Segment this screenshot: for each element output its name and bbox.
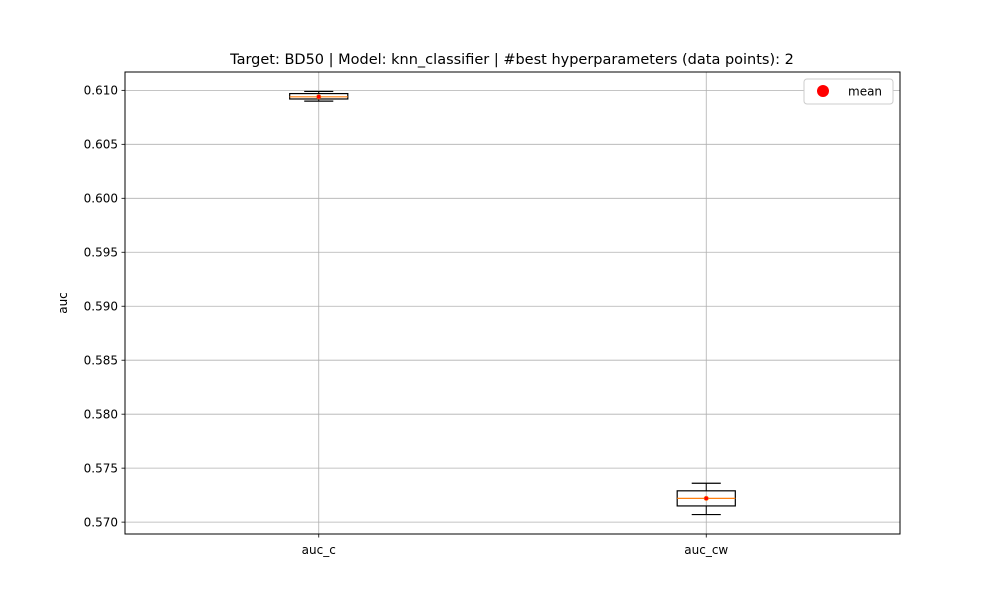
y-tick-label: 0.575: [84, 461, 118, 475]
chart-title: Target: BD50 | Model: knn_classifier | #…: [229, 52, 794, 68]
legend-mean-label: mean: [848, 85, 882, 99]
x-tick-label: auc_cw: [684, 543, 728, 557]
y-axis-label: auc: [56, 292, 70, 314]
mean-marker: [703, 495, 709, 501]
y-axis-ticks: 0.570 0.575 0.580 0.585 0.590 0.595 0.600 0.605…: [84, 84, 125, 529]
y-tick-label: 0.580: [84, 407, 118, 421]
plot-frame: [124, 71, 901, 535]
legend-mean-marker: [817, 85, 829, 97]
y-tick-label: 0.585: [84, 354, 118, 368]
grid-lines: [125, 72, 900, 534]
legend: mean: [803, 78, 894, 105]
y-tick-label: 0.590: [84, 300, 118, 314]
y-tick-label: 0.600: [84, 192, 118, 206]
y-tick-label: 0.605: [84, 138, 118, 152]
y-tick-label: 0.610: [84, 84, 118, 98]
box-group-auc_c: [289, 90, 349, 102]
plot-area: [125, 72, 900, 534]
y-tick-label: 0.595: [84, 246, 118, 260]
y-tick-label: 0.570: [84, 515, 118, 529]
mean-marker: [316, 94, 322, 100]
x-tick-label: auc_c: [302, 543, 336, 557]
boxes-layer: [289, 90, 736, 516]
legend-frame: [803, 78, 894, 105]
x-axis-ticks: auc_c auc_cw: [302, 534, 728, 557]
box-group-auc_cw: [676, 482, 736, 516]
